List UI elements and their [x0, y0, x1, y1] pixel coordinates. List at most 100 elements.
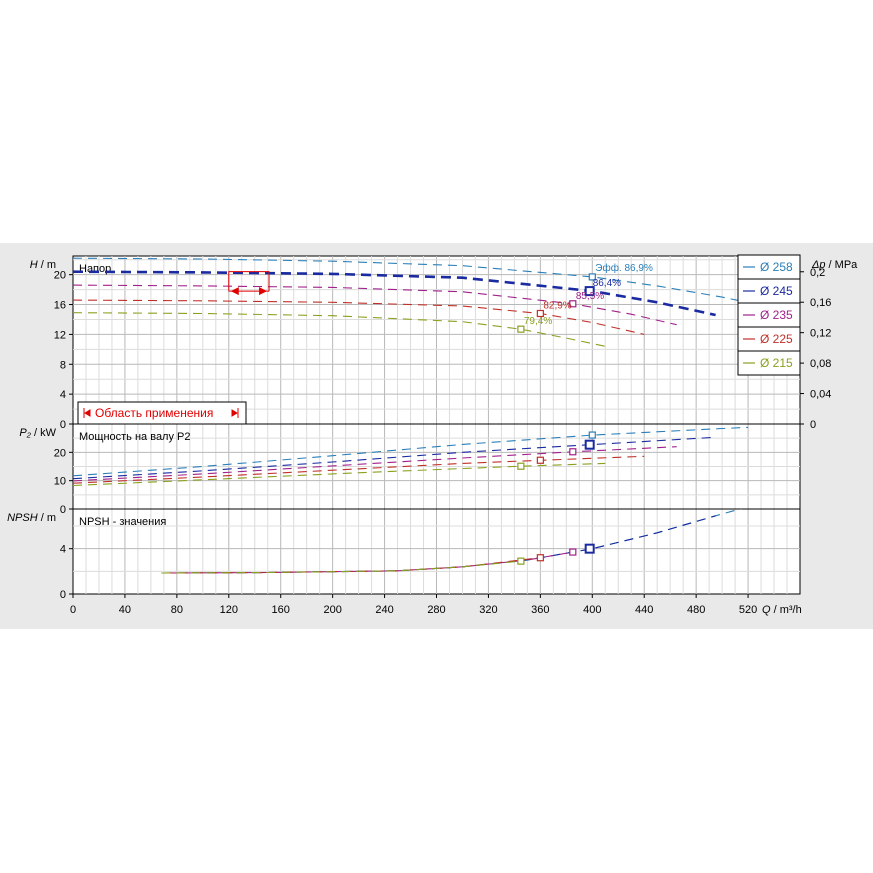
duty-point-marker [517, 462, 525, 470]
duty-point-marker [517, 557, 525, 565]
x-axis-label: Q / m³/h [762, 604, 802, 616]
y-axis-label: P₂ / kW [19, 427, 56, 439]
y-axis-label: H / m [30, 259, 56, 271]
y-axis-label: NPSH / m [7, 512, 56, 524]
duty-point-marker [584, 439, 595, 450]
duty-point-marker [569, 300, 577, 308]
legend-label: Ø 258 [760, 260, 793, 274]
x-tick-label: 280 [427, 604, 445, 616]
panel-title: NPSH - значения [79, 516, 166, 528]
legend-label: Ø 235 [760, 308, 793, 322]
y-axis-label-quantity: P₂ [19, 427, 31, 439]
y-tick-label: 12 [54, 329, 66, 341]
x-tick-label: 440 [635, 604, 653, 616]
x-tick-label: 200 [323, 604, 341, 616]
efficiency-label: 86,4% [593, 278, 621, 289]
y-tick-label: 0 [60, 504, 66, 516]
panel-npsh: 0 4 NPSH / m NPSH - значения [7, 508, 800, 601]
operating-range-legend: Область применения [77, 401, 247, 425]
x-tick-label: 0 [70, 604, 76, 616]
duty-point-marker [517, 325, 525, 333]
y-axis-label-unit: / m [38, 259, 56, 271]
operating-range-arrow-right [259, 287, 268, 296]
x-tick-label: 520 [739, 604, 757, 616]
x-tick-label: 120 [220, 604, 238, 616]
secondary-y-tick-label: 0,16 [810, 297, 831, 309]
operating-range-arrow-left [230, 287, 239, 296]
duty-point-marker [536, 456, 544, 464]
x-tick-label: 40 [119, 604, 131, 616]
y-axis-label-unit: / kW [31, 427, 57, 439]
operating-range-bracket [228, 271, 270, 292]
y-tick-label: 16 [54, 300, 66, 312]
legend-label: Ø 225 [760, 332, 793, 346]
duty-point-marker [569, 448, 577, 456]
secondary-y-axis-label: Δp / MPa [811, 259, 858, 271]
x-axis-label-quantity: Q [762, 604, 771, 616]
series-line-258 [73, 257, 755, 305]
legend: Ø 258 Ø 245 Ø 235 Ø 225 Ø 215 [737, 254, 801, 376]
operating-range-legend-arrow-left [83, 408, 91, 418]
duty-point-marker [584, 543, 595, 554]
duty-point-marker [536, 554, 544, 562]
y-tick-label: 4 [60, 544, 66, 556]
series-line-215 [161, 560, 521, 574]
x-axis-label-unit: / m³/h [771, 604, 802, 616]
y-axis-label-quantity: NPSH [7, 512, 38, 524]
duty-point-marker [569, 548, 577, 556]
secondary-axis-unit: / MPa [826, 259, 859, 271]
legend-label: Ø 215 [760, 356, 793, 370]
x-tick-label: 360 [531, 604, 549, 616]
x-tick-label: 240 [375, 604, 393, 616]
efficiency-label: 85,5% [576, 291, 604, 302]
x-tick-label: 160 [272, 604, 290, 616]
secondary-y-tick-label: 0,12 [810, 328, 831, 340]
series-line-235 [73, 284, 677, 326]
x-tick-label: 400 [583, 604, 601, 616]
y-axis-label-quantity: H [30, 259, 38, 271]
series-line-235 [73, 446, 677, 482]
y-tick-label: 0 [60, 589, 66, 601]
x-tick-label: 80 [171, 604, 183, 616]
x-tick-label: 320 [479, 604, 497, 616]
series-line-258 [73, 426, 749, 477]
operating-range-legend-label: Область применения [95, 406, 213, 420]
x-tick-label: 480 [687, 604, 705, 616]
y-tick-label: 20 [54, 270, 66, 282]
duty-point-marker [588, 273, 596, 281]
pump-curve-chart: 0 4 8 12 16 20 H / m Напор 0 0,04 0,08 0,12 0,16 0,2 Δ… [0, 243, 873, 629]
y-axis-label-unit: / m [38, 512, 56, 524]
efficiency-label: Эфф. 86,9% [595, 262, 653, 274]
series-line-215 [73, 462, 606, 487]
y-tick-label: 10 [54, 476, 66, 488]
series-line-225 [163, 557, 541, 574]
y-tick-label: 4 [60, 389, 66, 401]
y-tick-label: 20 [54, 447, 66, 459]
secondary-y-tick-label: 0,2 [810, 267, 825, 279]
duty-point-marker [536, 309, 544, 318]
secondary-y-tick-label: 0,04 [810, 389, 831, 401]
secondary-axis-quantity: Δp [811, 259, 826, 271]
series-group [73, 257, 755, 347]
series-group [73, 426, 749, 487]
secondary-y-tick-label: 0,08 [810, 358, 831, 370]
secondary-y-tick-label: 0 [810, 419, 816, 431]
panel-title: Напор [79, 263, 111, 275]
efficiency-label: 79,4% [524, 316, 552, 327]
operating-range-legend-arrow-right [231, 408, 239, 418]
legend-label: Ø 245 [760, 284, 793, 298]
panel-title: Мощность на валу P2 [79, 431, 191, 443]
duty-point-marker [584, 286, 595, 297]
y-tick-label: 8 [60, 359, 66, 371]
series-group [161, 509, 742, 574]
y-tick-label: 0 [60, 419, 66, 431]
efficiency-label: 82,9% [543, 301, 571, 312]
series-line-245 [73, 270, 716, 317]
panel-power: 0 10 20 P₂ / kW Мощность на валу P2 [19, 423, 800, 516]
duty-point-marker [588, 431, 596, 439]
series-line-225 [73, 455, 645, 484]
series-line-245 [73, 436, 716, 480]
legend-item [737, 326, 801, 352]
